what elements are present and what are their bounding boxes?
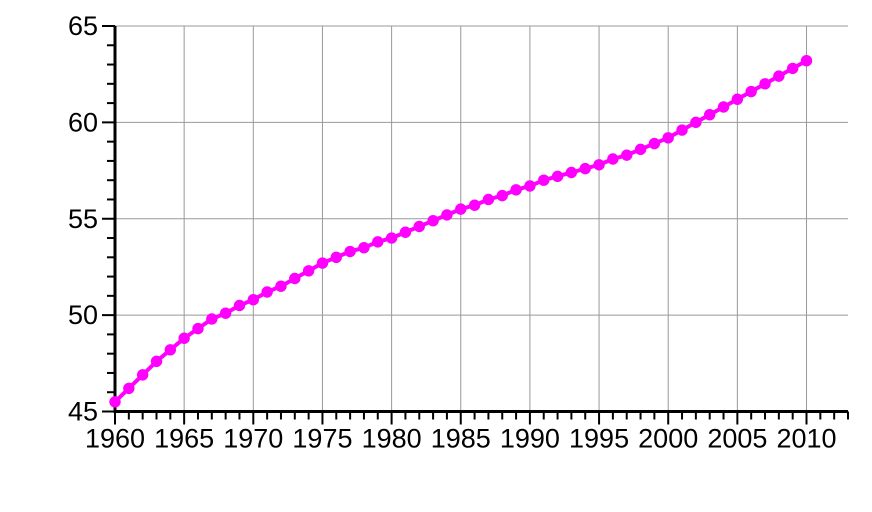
data-point <box>565 166 578 179</box>
data-point <box>427 214 439 227</box>
data-point <box>206 313 218 325</box>
data-point <box>510 184 522 196</box>
data-point <box>344 245 356 258</box>
data-point <box>773 70 785 82</box>
data-point <box>275 280 287 292</box>
data-point <box>150 355 163 368</box>
data-point <box>482 193 495 206</box>
data-point <box>399 226 412 238</box>
data-point <box>786 62 799 75</box>
x-tick-label: 1980 <box>362 424 422 454</box>
data-point <box>731 93 744 105</box>
data-point <box>551 170 564 183</box>
x-tick-label: 1960 <box>85 424 145 454</box>
x-tick-label: 2000 <box>638 424 698 454</box>
y-tick-label: 45 <box>68 397 98 427</box>
data-point <box>690 116 702 129</box>
data-point <box>330 251 342 263</box>
data-point <box>621 149 633 161</box>
data-point <box>372 236 384 248</box>
data-point <box>759 78 771 90</box>
data-point <box>247 294 260 306</box>
y-tick-label: 50 <box>68 300 98 330</box>
data-point <box>593 159 605 171</box>
data-point <box>607 153 619 165</box>
data-point <box>136 369 149 381</box>
data-point <box>648 137 661 150</box>
data-point <box>413 220 425 233</box>
data-point <box>261 286 273 298</box>
data-point <box>289 272 301 285</box>
data-point <box>316 257 329 269</box>
data-point <box>538 174 550 186</box>
data-point <box>662 132 674 144</box>
data-point <box>468 199 481 211</box>
x-tick-label: 2005 <box>707 424 767 454</box>
x-tick-label: 1990 <box>500 424 560 454</box>
data-point <box>676 124 688 136</box>
data-point <box>219 307 232 319</box>
data-point <box>192 322 204 335</box>
x-tick-label: 1965 <box>154 424 214 454</box>
data-point <box>233 299 246 312</box>
data-point <box>302 265 315 277</box>
x-tick-label: 1975 <box>292 424 352 454</box>
data-point <box>109 396 121 408</box>
data-point <box>455 203 467 215</box>
x-tick-label: 2010 <box>776 424 836 454</box>
data-point <box>358 241 370 254</box>
data-point <box>496 189 508 202</box>
data-point <box>164 344 177 356</box>
data-point <box>579 162 591 175</box>
data-point <box>441 209 453 221</box>
x-tick-label: 1995 <box>569 424 629 454</box>
data-point <box>717 101 730 113</box>
data-point <box>634 143 647 156</box>
y-tick-label: 65 <box>68 11 98 41</box>
data-point <box>524 180 536 192</box>
x-tick-label: 1970 <box>223 424 283 454</box>
data-point <box>178 332 190 344</box>
data-point <box>800 54 813 67</box>
x-tick-label: 1985 <box>431 424 491 454</box>
data-point <box>385 232 398 244</box>
y-tick-label: 55 <box>68 204 98 234</box>
data-point <box>703 108 716 121</box>
data-point <box>745 85 757 98</box>
data-point <box>123 382 135 395</box>
y-tick-label: 60 <box>68 107 98 137</box>
